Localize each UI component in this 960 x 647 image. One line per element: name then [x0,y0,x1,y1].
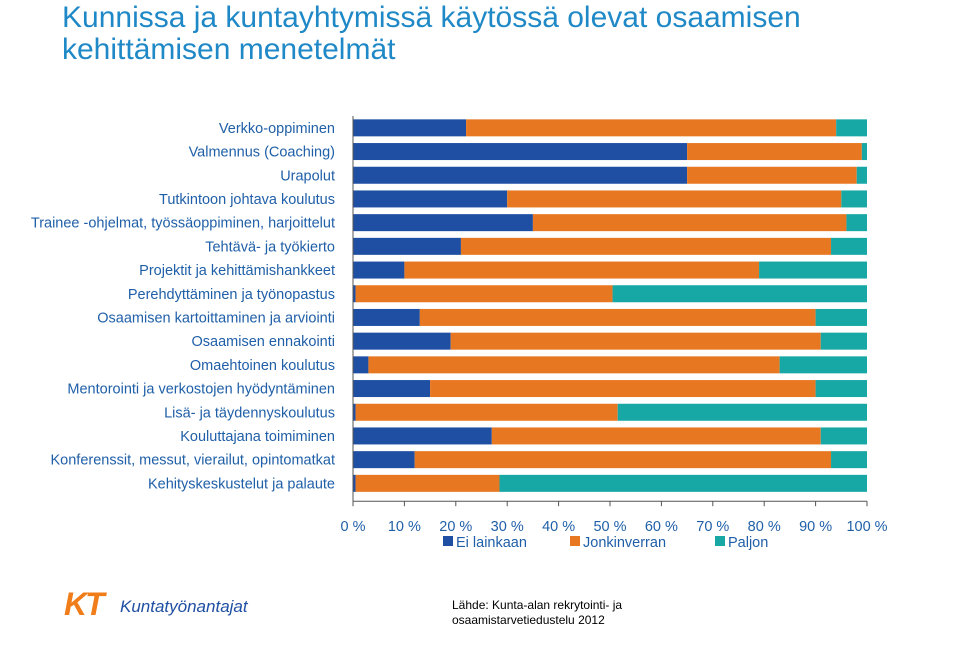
category-label: Omaehtoinen koulutus [190,358,335,374]
legend: Ei lainkaan Jonkinverran Paljon [443,535,768,551]
category-label: Urapolut [280,168,335,184]
bar-segment [856,166,867,184]
bar-segment [353,166,688,184]
legend-swatch [715,536,725,546]
bar-segment [430,380,816,398]
bar-segment [831,237,867,255]
bar-segment [353,474,356,492]
legend-swatch [570,536,580,546]
bar-segment [355,285,613,303]
legend-label: Paljon [728,535,768,551]
bar-segment [368,356,780,374]
logo-mark: KT [64,586,107,622]
logo-name: Kuntatyönantajat [120,597,249,616]
source-note: Lähde: Kunta-alan rekrytointi- ja osaami… [452,598,652,628]
tick-label: 0 % [341,519,366,535]
bar-segment [532,214,847,232]
bar-segment [353,190,508,208]
bar-segment [491,427,821,445]
category-label: Kouluttajana toimiminen [180,429,335,445]
category-label: Valmennus (Coaching) [189,145,335,161]
bar-segment [507,190,842,208]
bar-segment [759,261,867,279]
kuntatyonantajat-logo: KT Kuntatyönantajat [64,586,249,622]
bar-segment [846,214,867,232]
tick-label: 40 % [542,519,575,535]
bar-segment [466,119,837,137]
category-label: Kehityskeskustelut ja palaute [148,476,335,492]
legend-swatch [443,536,453,546]
category-label: Perehdyttäminen ja työnopastus [128,287,335,303]
tick-label: 70 % [696,519,729,535]
bar-segment [404,261,760,279]
category-label: Tutkintoon johtava koulutus [159,192,335,208]
bar-segment [353,332,451,350]
source-line-2: osaamistarvetiedustelu 2012 [452,613,605,627]
legend-label: Ei lainkaan [456,535,527,551]
category-label: Konferenssit, messut, vierailut, opintom… [51,453,336,469]
bar-segment [353,237,461,255]
bar-segment [353,308,420,326]
bar-segment [353,427,492,445]
x-axis: 0 % 10 % 20 % 30 % 40 % 50 % 60 % 70 % 80 % 90 % 1… [341,116,888,535]
bar-segment [414,451,832,469]
category-label: Lisä- ja täydennyskoulutus [164,405,335,421]
bar-segment [612,285,867,303]
bar-segment [841,190,867,208]
bar-segment [831,451,867,469]
bar-segment [353,403,356,421]
bar-segment [353,451,415,469]
tick-label: 10 % [388,519,421,535]
bar-segment [820,332,867,350]
bar-segment [815,308,867,326]
bar-segment [353,380,431,398]
bar-segment [353,261,405,279]
category-label: Tehtävä- ja työkierto [205,239,335,255]
tick-label: 100 % [846,519,887,535]
page-title: Kunnissa ja kuntayhtymissä käytössä olev… [62,1,801,66]
bar-segment [687,166,857,184]
bar-segment [353,214,533,232]
legend-label: Jonkinverran [583,535,666,551]
category-label: Trainee -ohjelmat, työssäoppiminen, harj… [31,216,335,232]
stacked-bar-chart: Verkko-oppiminen Valmennus (Coaching) Urap… [31,116,888,551]
bar-segment [617,403,867,421]
tick-label: 50 % [593,519,626,535]
bars-group [353,119,867,492]
bar-segment [861,143,867,161]
bar-segment [353,143,688,161]
category-label: Mentorointi ja verkostojen hyödyntäminen [67,382,335,398]
category-label: Projektit ja kehittämishankkeet [139,263,335,279]
bar-segment [355,474,500,492]
bar-segment [820,427,867,445]
source-line-1: Lähde: Kunta-alan rekrytointi- ja [452,598,623,612]
category-label: Verkko-oppiminen [219,121,335,137]
bar-segment [355,403,618,421]
bar-segment [460,237,832,255]
bar-segment [779,356,867,374]
bar-segment [687,143,862,161]
bar-segment [836,119,867,137]
bar-segment [499,474,867,492]
category-label: Osaamisen kartoittaminen ja arviointi [97,310,335,326]
bar-segment [815,380,867,398]
bar-segment [353,356,369,374]
category-labels: Verkko-oppiminen Valmennus (Coaching) Urap… [31,121,335,493]
bar-segment [353,285,356,303]
bar-segment [353,119,467,137]
tick-label: 90 % [799,519,832,535]
category-label: Osaamisen ennakointi [192,334,335,350]
tick-label: 30 % [491,519,524,535]
tick-label: 80 % [748,519,781,535]
bar-segment [419,308,816,326]
tick-label: 60 % [645,519,678,535]
bar-segment [450,332,821,350]
tick-label: 20 % [439,519,472,535]
